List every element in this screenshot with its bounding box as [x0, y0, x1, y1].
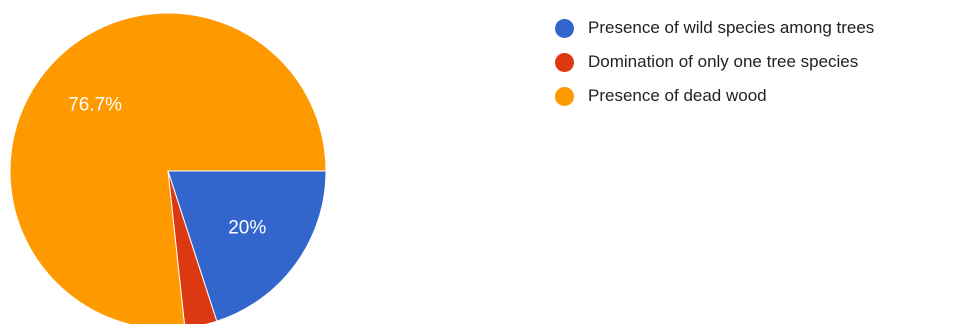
pie-slice-3 [9, 12, 327, 324]
legend-item-1: Presence of wild species among trees [555, 11, 874, 45]
legend-item-3: Presence of dead wood [555, 79, 874, 113]
legend-swatch-icon [555, 52, 574, 72]
legend-item-2: Domination of only one tree species [555, 45, 874, 79]
legend-label: Domination of only one tree species [588, 52, 859, 71]
legend-label: Presence of wild species among trees [588, 18, 875, 37]
pie-slice-2 [167, 170, 218, 324]
chart-legend: Presence of wild species among trees Domi… [555, 11, 874, 113]
legend-swatch-icon [555, 86, 574, 106]
pie-slice-1 [167, 170, 327, 322]
legend-swatch-icon [555, 18, 574, 38]
pie-slice-label-1: 20% [228, 218, 266, 239]
pie-slice-label-3: 76.7% [68, 95, 122, 116]
legend-label: Presence of dead wood [588, 86, 767, 105]
